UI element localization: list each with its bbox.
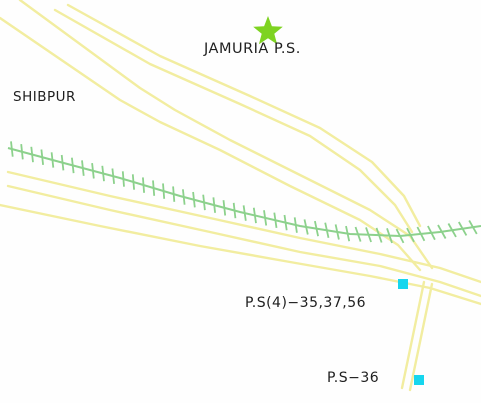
railway-tie	[50, 152, 55, 168]
railway-tie	[91, 163, 95, 179]
road-spur-left	[400, 280, 426, 390]
railway-tie	[40, 149, 44, 165]
railway-tie	[447, 223, 457, 238]
railway-tie	[252, 207, 257, 224]
railway-tie	[182, 189, 186, 205]
railway-tie	[468, 220, 478, 235]
railway-tie	[375, 227, 383, 243]
railway-tie	[458, 221, 468, 236]
railway-tie	[212, 197, 216, 213]
railway-tie	[202, 194, 206, 211]
railway-tie	[283, 214, 288, 231]
railway-line	[7, 141, 481, 244]
railway-tie	[172, 186, 176, 202]
polling-station-marker-group[interactable]	[398, 279, 408, 289]
railway-tie	[354, 226, 362, 242]
railway-tie	[192, 191, 196, 208]
railway-tie	[81, 160, 85, 176]
railway-tie	[314, 220, 319, 237]
railway-tie	[30, 146, 34, 163]
railway-tie	[365, 227, 372, 243]
railway-tie	[20, 144, 24, 160]
railway-tie	[162, 183, 166, 199]
polling-station-marker-36[interactable]	[414, 375, 424, 385]
railway-tie	[437, 224, 447, 239]
road-left-outer	[18, 0, 434, 270]
railway-tie	[386, 228, 393, 244]
road-main-bottom	[0, 203, 481, 306]
road-main-upper	[6, 170, 481, 284]
locality-label: SHIBPUR	[13, 89, 76, 105]
railway-tie	[273, 212, 278, 229]
railway-tie	[303, 219, 309, 235]
road-main-lower	[6, 184, 481, 298]
road-mid-outer	[53, 8, 414, 234]
railway-tie	[10, 141, 14, 157]
railway-tie	[142, 177, 145, 193]
railway-tie	[131, 174, 135, 190]
railway-tie	[427, 225, 436, 241]
railway-tie	[101, 165, 105, 182]
railway-tie	[263, 210, 268, 226]
railway-tie	[111, 168, 115, 184]
railway-tie	[60, 154, 65, 171]
road-spur-right	[408, 282, 434, 392]
railway-tie	[152, 180, 156, 196]
railway-tie	[345, 225, 351, 242]
railway-tie	[293, 217, 298, 233]
railway-tie	[222, 200, 227, 216]
railway-tie	[395, 228, 405, 244]
railway-tie	[232, 202, 237, 219]
road-mid-inner	[66, 3, 422, 228]
railway-tie	[121, 171, 125, 187]
police-station-star-icon[interactable]	[253, 16, 283, 45]
police-station-label: JAMURIA P.S.	[204, 41, 301, 57]
polling-station-36-label: P.S−36	[327, 370, 380, 386]
railway-tie	[242, 205, 247, 221]
railway-tie	[334, 224, 340, 240]
railway-tie	[416, 226, 426, 242]
railway-tie	[71, 157, 75, 174]
railway-tie	[324, 222, 330, 238]
railway-tie	[406, 227, 415, 243]
polling-station-group-label: P.S(4)−35,37,56	[245, 295, 367, 311]
